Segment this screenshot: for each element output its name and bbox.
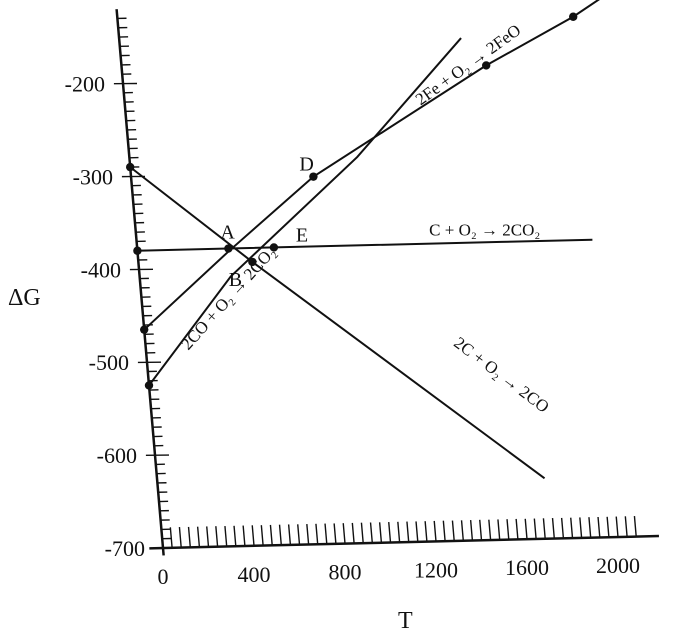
x-minor-tick — [442, 520, 446, 542]
x-minor-tick — [597, 516, 601, 538]
x-minor-tick — [378, 522, 383, 543]
x-minor-tick — [533, 518, 537, 540]
x-minor-tick — [260, 525, 264, 546]
point-labels: A B D E — [220, 154, 313, 292]
x-minor-tick — [287, 524, 292, 545]
x-minor-tick — [360, 522, 364, 544]
x-minor-tick — [469, 520, 474, 541]
y-tick-label: -600 — [97, 443, 137, 468]
series-label-2co-o-2co: 2CO + O₂ → 2CO₂ — [177, 243, 279, 354]
x-tick-label: 1200 — [414, 557, 458, 582]
x-minor-tick — [460, 520, 464, 541]
series-line-2fe-o-2feo — [143, 0, 600, 331]
x-minor-tick — [633, 516, 637, 537]
y-tick-label: -700 — [105, 536, 145, 561]
series-line-c-o-2co — [137, 238, 593, 252]
y-tick-labels: -200 -300 -400 -500 -600 -700 — [65, 72, 145, 562]
x-minor-tick — [178, 527, 182, 548]
x-minor-tick — [542, 518, 546, 539]
x-tick-labels: 0 400 800 1200 1600 2000 — [158, 553, 641, 589]
data-point — [224, 244, 233, 253]
x-minor-tick — [333, 523, 337, 544]
y-axis — [115, 9, 165, 556]
x-minor-tick — [306, 523, 310, 545]
x-minor-tick — [388, 522, 392, 543]
data-point — [482, 61, 491, 70]
x-minor-tick — [233, 525, 237, 547]
x-tick-label: 1600 — [505, 555, 549, 580]
x-minor-tick — [560, 517, 565, 539]
x-minor-tick — [369, 522, 373, 544]
x-minor-tick — [351, 522, 355, 544]
x-minor-tick — [497, 519, 501, 540]
x-axis — [149, 534, 659, 550]
x-minor-tick — [269, 524, 273, 546]
x-tick-label: 0 — [158, 564, 169, 589]
data-point — [309, 172, 318, 181]
x-minor-tick — [506, 519, 510, 540]
y-tick-label: -500 — [89, 350, 129, 375]
x-minor-tick — [579, 517, 583, 538]
y-tick-label: -400 — [81, 257, 121, 282]
x-minor-tick — [415, 521, 419, 542]
x-minor-tick — [488, 519, 492, 541]
x-minor-tick — [224, 525, 228, 547]
x-axis-title: T — [398, 608, 413, 634]
x-minor-tick — [242, 525, 246, 547]
point-label-d: D — [299, 154, 313, 176]
reaction-labels: C + O₂ → 2CO₂ 2C + O₂ → 2CO 2CO + O₂ → 2CO… — [177, 20, 553, 416]
point-label-e: E — [296, 224, 308, 246]
x-minor-tick — [187, 526, 191, 548]
y-axis-minor-ticks — [113, 17, 172, 540]
x-minor-tick — [397, 521, 401, 543]
x-minor-tick — [433, 520, 437, 542]
x-minor-tick — [169, 527, 173, 548]
data-point — [133, 246, 142, 255]
x-minor-tick — [588, 517, 592, 538]
y-tick-label: -200 — [65, 72, 105, 97]
x-minor-tick — [406, 521, 410, 543]
series-label-c-o-2co: C + O₂ → 2CO₂ — [429, 221, 540, 240]
x-minor-tick — [251, 525, 255, 546]
x-minor-tick — [624, 516, 628, 537]
x-minor-tick — [424, 521, 428, 542]
x-minor-tick — [342, 523, 346, 544]
x-minor-tick — [524, 518, 528, 540]
data-point — [248, 257, 257, 267]
x-minor-tick — [297, 524, 301, 545]
x-minor-tick — [479, 519, 483, 541]
x-minor-tick — [570, 517, 574, 539]
data-point — [269, 243, 279, 252]
x-minor-tick — [615, 516, 619, 538]
x-axis-minor-ticks — [169, 516, 637, 548]
data-point — [144, 381, 154, 390]
point-label-a: A — [220, 222, 235, 244]
x-tick-label: 400 — [238, 562, 271, 587]
x-minor-tick — [315, 523, 319, 545]
x-minor-tick — [278, 524, 282, 546]
x-tick-label: 2000 — [596, 553, 640, 578]
x-minor-tick — [551, 518, 555, 539]
x-minor-tick — [451, 520, 455, 542]
series-label-2c-o-2co: 2C + O₂ → 2CO — [450, 333, 552, 416]
marked-points — [126, 12, 578, 390]
x-minor-tick — [206, 526, 210, 547]
x-minor-tick — [515, 518, 519, 540]
x-tick-label: 800 — [329, 560, 362, 585]
x-minor-tick — [215, 526, 219, 547]
data-point — [126, 162, 135, 172]
data-point — [569, 12, 578, 21]
data-point — [140, 325, 149, 334]
series-lines — [129, 0, 600, 480]
x-minor-tick — [324, 523, 328, 545]
x-minor-tick — [196, 526, 201, 548]
y-axis-title: ΔG — [8, 285, 41, 311]
series-line-2co-o-2co — [148, 37, 462, 387]
point-label-b: B — [229, 269, 242, 291]
x-minor-tick — [606, 516, 610, 538]
series-label-2fe-o-2feo: 2Fe + O₂ → 2FeO — [412, 20, 525, 109]
y-tick-label: -300 — [73, 164, 113, 189]
